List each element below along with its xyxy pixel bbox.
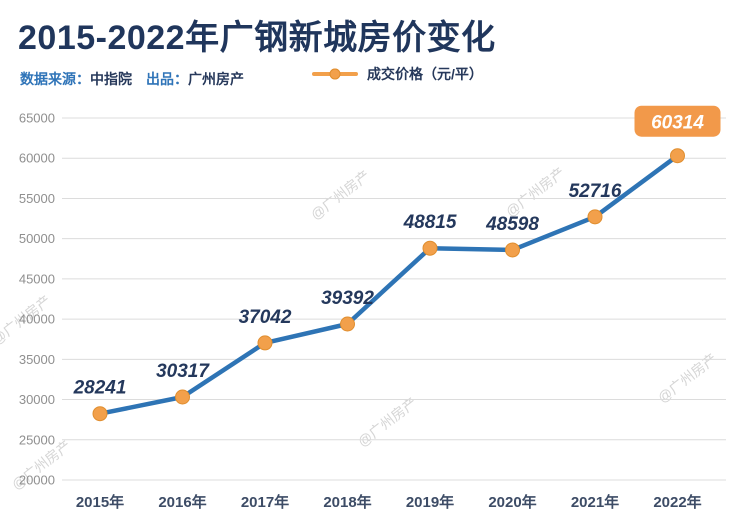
svg-text:2018年: 2018年 <box>323 493 371 511</box>
svg-text:2016年: 2016年 <box>158 493 206 511</box>
svg-text:2020年: 2020年 <box>488 493 536 511</box>
svg-text:30000: 30000 <box>19 392 55 407</box>
chart-subtitle: 数据来源：中指院 出品：广州房产 <box>20 69 244 89</box>
svg-text:60314: 60314 <box>651 113 704 134</box>
publisher-label: 出品： <box>146 71 188 87</box>
svg-text:30317: 30317 <box>156 361 210 382</box>
svg-text:2015年: 2015年 <box>76 493 124 511</box>
svg-text:50000: 50000 <box>19 231 55 246</box>
legend-dot-icon <box>329 68 341 80</box>
publisher-value: 广州房产 <box>188 71 244 87</box>
svg-text:2021年: 2021年 <box>571 493 619 511</box>
svg-text:65000: 65000 <box>19 111 55 126</box>
svg-text:39392: 39392 <box>321 288 374 309</box>
legend-line-icon <box>312 68 358 80</box>
svg-text:45000: 45000 <box>19 271 55 286</box>
svg-text:2019年: 2019年 <box>406 493 454 511</box>
legend-label: 成交价格（元/平） <box>367 66 483 82</box>
svg-text:55000: 55000 <box>19 191 55 206</box>
svg-text:25000: 25000 <box>19 432 55 447</box>
data-source-label: 数据来源： <box>20 71 90 87</box>
svg-text:40000: 40000 <box>19 312 55 327</box>
svg-text:48815: 48815 <box>403 212 457 233</box>
chart-title: 2015-2022年广钢新城房价变化 <box>18 19 496 57</box>
svg-text:35000: 35000 <box>19 352 55 367</box>
svg-text:20000: 20000 <box>19 473 55 488</box>
svg-text:37042: 37042 <box>239 307 292 328</box>
data-source-value: 中指院 <box>90 71 132 87</box>
svg-text:52716: 52716 <box>569 181 622 202</box>
legend: 成交价格（元/平） <box>312 64 483 84</box>
svg-text:2022年: 2022年 <box>653 493 701 511</box>
svg-text:48598: 48598 <box>485 214 539 235</box>
svg-text:28241: 28241 <box>73 378 127 399</box>
svg-text:60000: 60000 <box>19 151 55 166</box>
svg-text:2017年: 2017年 <box>241 493 289 511</box>
